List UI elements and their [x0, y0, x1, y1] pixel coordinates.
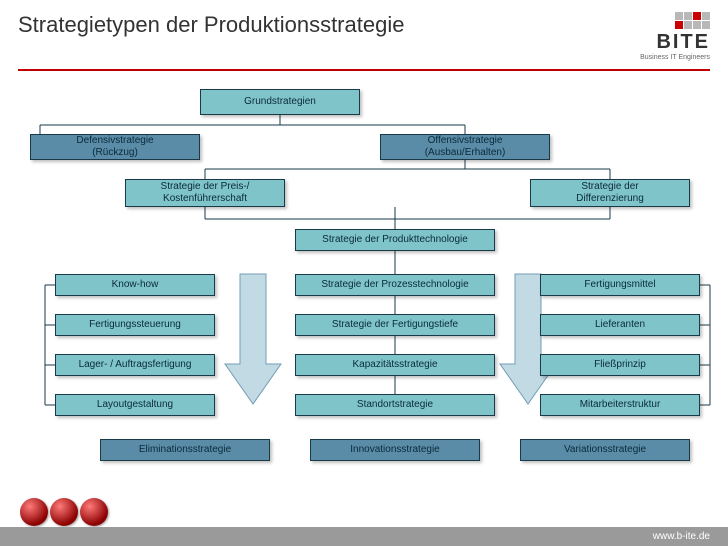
- footer-url: www.b-ite.de: [0, 527, 728, 546]
- node-proz: Strategie der Prozesstechnologie: [295, 274, 495, 296]
- node-know: Know-how: [55, 274, 215, 296]
- node-fmittel: Fertigungsmittel: [540, 274, 700, 296]
- decorative-spheres: [20, 498, 108, 526]
- page-title: Strategietypen der Produktionsstrategie: [18, 12, 404, 38]
- node-kapaz: Kapazitätsstrategie: [295, 354, 495, 376]
- node-off: Offensivstrategie(Ausbau/Erhalten): [380, 134, 550, 160]
- node-prodtech: Strategie der Produkttechnologie: [295, 229, 495, 251]
- node-mitarb: Mitarbeiterstruktur: [540, 394, 700, 416]
- node-lager: Lager- / Auftragsfertigung: [55, 354, 215, 376]
- node-fsteuer: Fertigungssteuerung: [55, 314, 215, 336]
- logo: BITE Business IT Engineers: [640, 12, 710, 61]
- divider: [18, 69, 710, 71]
- node-innov: Innovationsstrategie: [310, 439, 480, 461]
- diagram-canvas: GrundstrategienDefensivstrategie(Rückzug…: [0, 79, 728, 509]
- node-layout: Layoutgestaltung: [55, 394, 215, 416]
- node-diff: Strategie derDifferenzierung: [530, 179, 690, 207]
- node-varia: Variationsstrategie: [520, 439, 690, 461]
- node-fliess: Fließprinzip: [540, 354, 700, 376]
- node-def: Defensivstrategie(Rückzug): [30, 134, 200, 160]
- node-elim: Eliminationsstrategie: [100, 439, 270, 461]
- node-ftiefe: Strategie der Fertigungstiefe: [295, 314, 495, 336]
- node-preis: Strategie der Preis-/Kostenführerschaft: [125, 179, 285, 207]
- logo-sub: Business IT Engineers: [640, 54, 710, 61]
- node-liefer: Lieferanten: [540, 314, 700, 336]
- node-grund: Grundstrategien: [200, 89, 360, 115]
- logo-name: BITE: [640, 31, 710, 54]
- node-stand: Standortstrategie: [295, 394, 495, 416]
